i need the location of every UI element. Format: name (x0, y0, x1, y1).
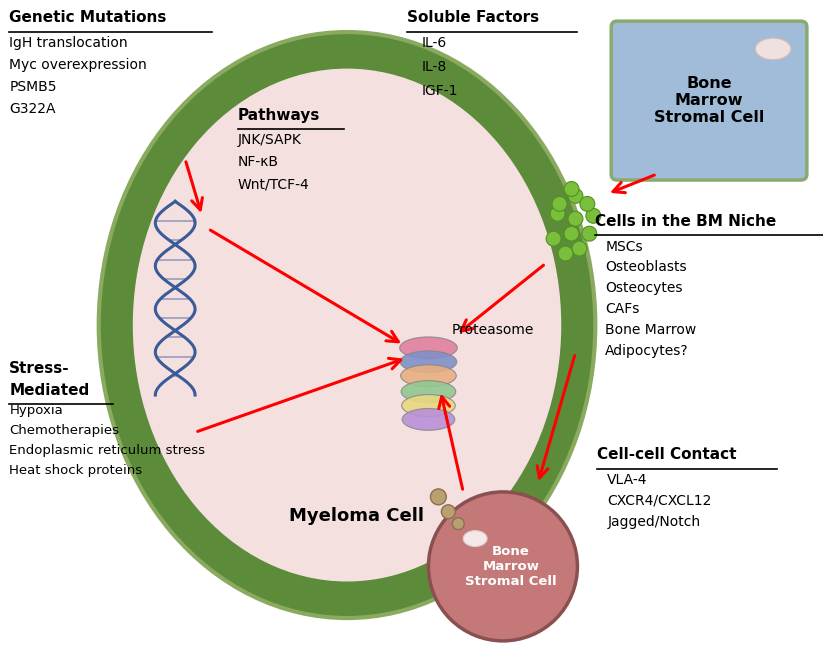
Circle shape (564, 182, 579, 196)
Circle shape (442, 505, 456, 518)
Text: Wnt/TCF-4: Wnt/TCF-4 (238, 177, 309, 191)
Circle shape (568, 211, 583, 226)
Text: Myeloma Cell: Myeloma Cell (289, 507, 424, 525)
Text: Myc overexpression: Myc overexpression (9, 58, 147, 72)
Circle shape (546, 231, 561, 246)
FancyBboxPatch shape (611, 21, 807, 180)
Text: IL-8: IL-8 (422, 60, 447, 74)
Circle shape (428, 492, 577, 641)
Circle shape (550, 206, 565, 221)
Text: Bone
Marrow
Stromal Cell: Bone Marrow Stromal Cell (465, 545, 557, 588)
Ellipse shape (402, 408, 455, 430)
Text: Soluble Factors: Soluble Factors (407, 10, 538, 25)
Text: PSMB5: PSMB5 (9, 80, 57, 93)
Text: MSCs: MSCs (605, 239, 643, 254)
Text: Hypoxia: Hypoxia (9, 404, 63, 418)
Ellipse shape (400, 365, 457, 387)
Circle shape (430, 489, 447, 505)
Text: Osteoblasts: Osteoblasts (605, 261, 687, 274)
Text: JNK/SAPK: JNK/SAPK (238, 133, 302, 147)
Text: Adipocytes?: Adipocytes? (605, 344, 689, 358)
Text: Bone Marrow: Bone Marrow (605, 323, 696, 337)
Ellipse shape (463, 530, 487, 546)
Circle shape (452, 518, 464, 530)
Circle shape (558, 246, 573, 261)
Ellipse shape (400, 351, 457, 373)
Text: NF-κB: NF-κB (238, 155, 279, 169)
Text: G322A: G322A (9, 101, 56, 115)
Text: Bone
Marrow
Stromal Cell: Bone Marrow Stromal Cell (654, 76, 764, 125)
Text: Mediated: Mediated (9, 383, 89, 398)
Ellipse shape (402, 394, 456, 416)
Text: Osteocytes: Osteocytes (605, 281, 683, 295)
Text: Cell-cell Contact: Cell-cell Contact (597, 448, 737, 462)
Ellipse shape (399, 337, 457, 359)
Ellipse shape (401, 381, 456, 402)
Text: Endoplasmic reticulum stress: Endoplasmic reticulum stress (9, 444, 205, 457)
Text: IgH translocation: IgH translocation (9, 36, 128, 50)
Text: Proteasome: Proteasome (452, 323, 533, 337)
Text: IGF-1: IGF-1 (422, 84, 458, 97)
Circle shape (580, 196, 595, 211)
Circle shape (586, 208, 600, 223)
Text: IL-6: IL-6 (422, 36, 447, 50)
Ellipse shape (133, 70, 561, 581)
Text: Stress-: Stress- (9, 361, 70, 376)
Circle shape (568, 188, 583, 204)
Ellipse shape (98, 32, 595, 618)
Circle shape (582, 226, 597, 241)
Text: Genetic Mutations: Genetic Mutations (9, 10, 167, 25)
Text: Chemotherapies: Chemotherapies (9, 424, 119, 438)
Circle shape (552, 196, 567, 211)
Circle shape (564, 226, 579, 241)
Circle shape (572, 241, 587, 256)
Text: Pathways: Pathways (238, 107, 320, 123)
Ellipse shape (755, 38, 791, 60)
Text: Jagged/Notch: Jagged/Notch (607, 514, 700, 529)
Text: CXCR4/CXCL12: CXCR4/CXCL12 (607, 494, 711, 508)
Text: Heat shock proteins: Heat shock proteins (9, 464, 142, 477)
Text: CAFs: CAFs (605, 302, 639, 316)
Text: Cells in the BM Niche: Cells in the BM Niche (595, 213, 777, 229)
Text: VLA-4: VLA-4 (607, 473, 648, 487)
